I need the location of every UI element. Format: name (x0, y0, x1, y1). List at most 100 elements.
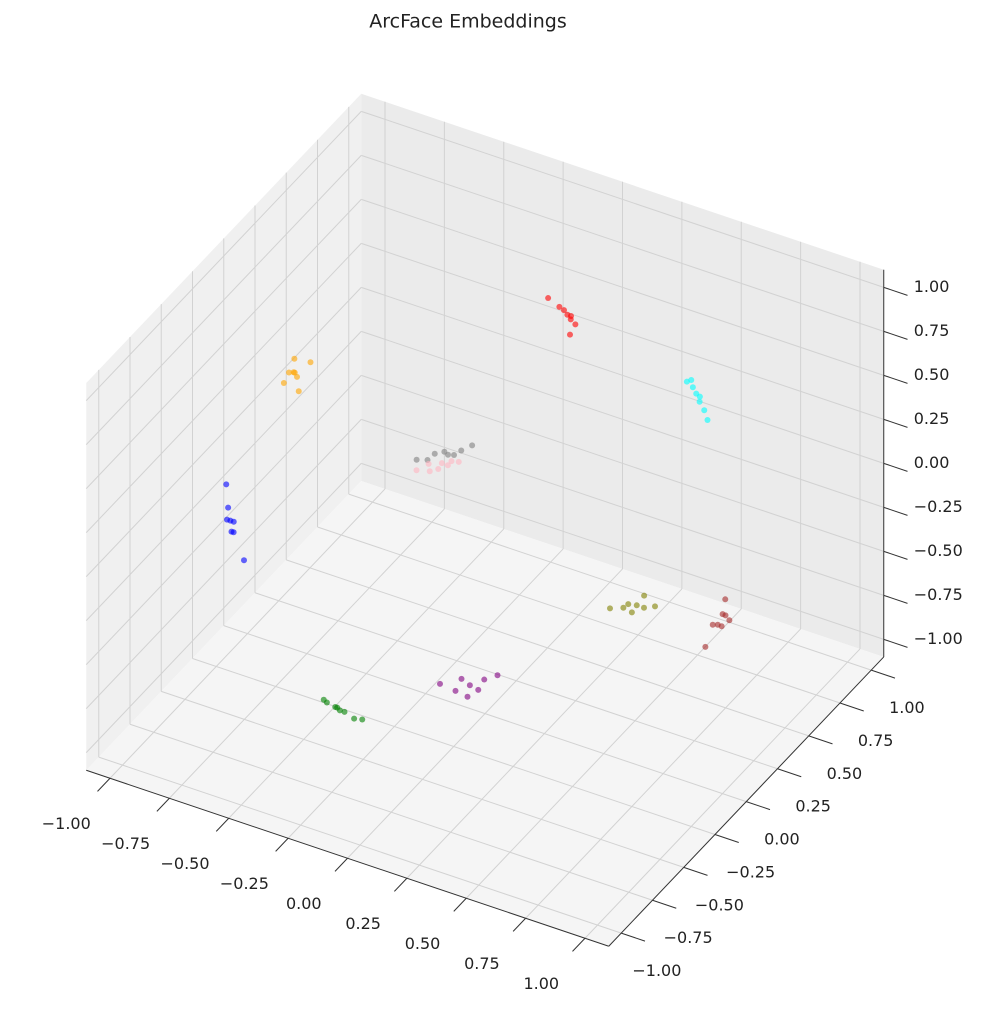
data-point (625, 601, 632, 608)
y-tick (808, 735, 833, 745)
data-point (223, 481, 230, 488)
data-point (633, 602, 640, 609)
grid-line (361, 242, 884, 420)
data-point (452, 687, 459, 694)
z-tick (883, 330, 908, 340)
x-tick-label: −0.50 (160, 854, 209, 873)
data-point (307, 359, 314, 366)
x-tick-label: 0.75 (464, 954, 500, 973)
data-point (425, 460, 432, 467)
data-point (320, 696, 327, 703)
axis-line (608, 656, 885, 947)
data-point (556, 303, 563, 310)
x-tick (453, 897, 467, 912)
grid-line (317, 526, 841, 704)
data-point (334, 704, 341, 711)
data-point (466, 682, 473, 689)
data-point (458, 675, 465, 682)
y-tick-label: 0.00 (764, 830, 800, 849)
data-point (701, 407, 708, 414)
data-point (475, 686, 482, 693)
grid-line (85, 155, 362, 445)
data-point (438, 460, 445, 467)
data-point (469, 442, 476, 449)
x-tick-label: 1.00 (523, 974, 559, 993)
x-tick-label: −0.75 (101, 834, 150, 853)
data-point (726, 617, 733, 624)
x-tick (275, 837, 289, 852)
grid-line (85, 375, 362, 665)
y-tick (777, 768, 802, 778)
x-tick-label: −1.00 (42, 814, 91, 833)
grid-line (161, 690, 684, 868)
y-tick-label: −0.50 (695, 895, 744, 914)
x-tick (97, 777, 111, 792)
data-point (494, 672, 501, 679)
data-point (359, 716, 366, 723)
data-point (652, 603, 658, 610)
data-point (341, 708, 348, 715)
y-tick (839, 702, 864, 712)
data-point (458, 447, 465, 454)
y-tick-label: 0.75 (858, 731, 894, 750)
grid-line (361, 462, 884, 640)
data-point (688, 376, 695, 383)
grid-line (361, 374, 884, 552)
data-point (431, 450, 438, 457)
grid-line (129, 723, 653, 901)
x-tick-label: 0.50 (405, 934, 441, 953)
grid-line (361, 198, 884, 376)
grid-line (192, 658, 716, 835)
grid-line (361, 330, 884, 508)
data-point (545, 295, 552, 302)
data-point (291, 369, 298, 376)
data-point (641, 592, 648, 599)
grid-line (98, 756, 622, 934)
data-point (722, 596, 729, 603)
z-tick (883, 418, 908, 428)
data-point (689, 384, 696, 391)
data-point (351, 715, 358, 722)
x-tick (215, 817, 230, 832)
y-tick (683, 866, 708, 876)
y-tick (746, 801, 771, 811)
data-point (696, 398, 703, 405)
data-point (451, 452, 457, 459)
x-tick-label: −0.25 (220, 874, 269, 893)
z-tick-label: −0.75 (914, 585, 963, 604)
z-tick (883, 462, 908, 472)
data-point (291, 355, 298, 362)
data-point (225, 504, 232, 511)
z-tick-label: 0.50 (914, 365, 950, 384)
y-tick-label: −1.00 (632, 961, 681, 980)
data-point (413, 456, 420, 463)
x-tick-label: 0.25 (345, 914, 381, 933)
data-point (704, 417, 711, 424)
y-tick-label: 0.25 (795, 797, 831, 816)
x-tick-label: 0.00 (286, 894, 322, 913)
data-point (295, 388, 302, 395)
z-tick-label: 1.00 (914, 277, 950, 296)
y-tick (871, 669, 896, 679)
x-tick (394, 877, 408, 892)
x-tick (156, 797, 170, 812)
data-point (455, 458, 462, 465)
data-point (224, 516, 230, 523)
data-point (628, 609, 635, 616)
data-point (426, 468, 433, 475)
data-point (719, 611, 726, 618)
z-tick (883, 286, 908, 296)
data-point (435, 465, 442, 472)
grid-line (361, 110, 884, 288)
z-tick (883, 638, 908, 648)
axis-line (86, 769, 609, 947)
grid-line (85, 463, 362, 753)
grid-line (361, 418, 884, 596)
data-point (567, 331, 573, 338)
data-point (620, 604, 627, 611)
data-point (280, 379, 287, 386)
data-point (607, 605, 613, 612)
grid-line (85, 243, 362, 533)
y-tick-label: 0.50 (827, 764, 863, 783)
